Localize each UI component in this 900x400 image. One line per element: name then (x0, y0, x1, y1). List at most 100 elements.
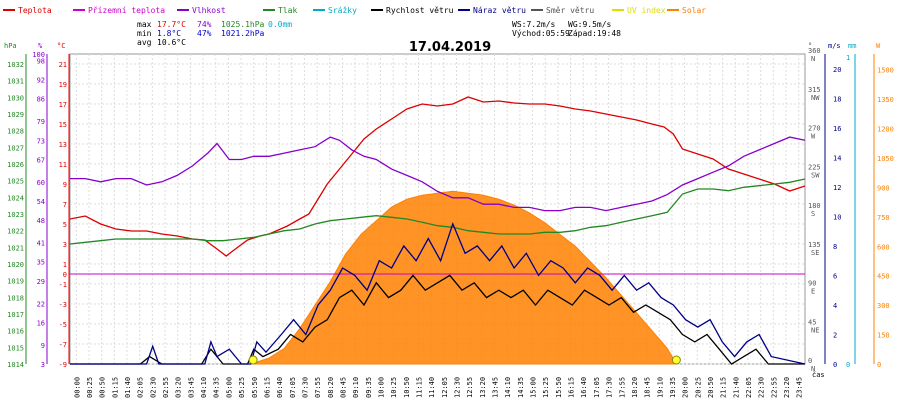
humidity-tick-8: 54 (37, 198, 45, 206)
x-tick-13: 05:25 (238, 377, 246, 398)
humidity-tick-0: 3 (41, 361, 45, 369)
wind-dir-label-1: NE (811, 326, 819, 334)
wind-tick-5: 10 (833, 213, 841, 221)
stat-sunrise: Východ:05:59 (512, 29, 570, 38)
solar-tick-6: 900 (877, 184, 890, 192)
solar-tick-8: 1200 (877, 126, 894, 134)
pressure-tick-7: 1021 (7, 244, 24, 252)
pressure-tick-10: 1024 (7, 194, 24, 202)
x-tick-20: 08:20 (327, 377, 335, 398)
x-tick-15: 06:15 (263, 377, 271, 398)
pressure-tick-5: 1019 (7, 278, 24, 286)
x-tick-29: 12:05 (441, 377, 449, 398)
humidity-tick-10: 67 (37, 156, 45, 164)
legend-label-9: Solar (682, 6, 706, 15)
temperature-tick-0: -9 (59, 361, 67, 369)
pressure-tick-16: 1030 (7, 94, 24, 102)
x-tick-55: 22:55 (770, 377, 778, 398)
x-tick-14: 05:50 (251, 377, 259, 398)
legend-label-0: Teplota (18, 6, 52, 15)
x-tick-8: 03:20 (175, 377, 183, 398)
x-tick-42: 17:30 (606, 377, 614, 398)
wind-tick-4: 8 (833, 243, 837, 251)
stat-min-hum: 47% (197, 29, 212, 38)
series-3 (70, 274, 805, 365)
solar-tick-2: 300 (877, 302, 890, 310)
x-tick-37: 15:25 (542, 377, 550, 398)
x-tick-43: 17:55 (618, 377, 626, 398)
x-tick-49: 20:25 (694, 377, 702, 398)
stat-max-rain: 0.0mm (268, 20, 292, 29)
pressure-tick-15: 1029 (7, 111, 24, 119)
rain-tick-1: 1 (846, 54, 850, 62)
series-2 (69, 178, 806, 245)
legend-label-7: Směr větru (546, 6, 594, 15)
temperature-tick-11: 11 (59, 161, 67, 169)
stats-block: max 17.7°C 74% 1025.1hPa 0.0mm min 1.8°C… (137, 20, 621, 47)
wind-dir-tick-8: 360 (808, 47, 821, 55)
solar-tick-7: 1050 (877, 155, 894, 163)
unit-hpa: hPa (4, 42, 17, 50)
humidity-tick-7: 48 (37, 217, 45, 225)
x-tick-57: 23:45 (796, 377, 804, 398)
legend-label-8: UV index (627, 6, 666, 15)
humidity-tick-13: 86 (37, 96, 45, 104)
legend-label-2: Vlhkost (192, 6, 226, 15)
unit-w: W (876, 42, 881, 50)
pressure-tick-3: 1017 (7, 311, 24, 319)
wind-dir-label-0: N (811, 365, 815, 373)
humidity-tick-3: 22 (37, 300, 45, 308)
humidity-tick-16: 100 (32, 51, 45, 59)
humidity-tick-2: 16 (37, 319, 45, 327)
x-tick-27: 11:15 (415, 377, 423, 398)
solar-tick-10: 1500 (877, 67, 894, 75)
x-tick-21: 08:45 (339, 377, 347, 398)
pressure-tick-12: 1026 (7, 161, 24, 169)
x-tick-32: 13:20 (479, 377, 487, 398)
sunrise-marker (248, 355, 258, 365)
series-solar (250, 190, 678, 365)
wind-tick-2: 4 (833, 302, 837, 310)
unit-ms: m/s (828, 42, 841, 50)
x-tick-28: 11:40 (428, 377, 436, 398)
legend-label-6: Náraz větru (473, 6, 526, 15)
x-tick-26: 10:50 (403, 377, 411, 398)
temperature-tick-4: -1 (59, 281, 67, 289)
humidity-tick-14: 92 (37, 77, 45, 85)
x-tick-36: 15:00 (530, 377, 538, 398)
wind-dir-label-7: NW (811, 94, 820, 102)
x-tick-19: 07:55 (314, 377, 322, 398)
x-tick-31: 12:55 (466, 377, 474, 398)
humidity-tick-9: 60 (37, 179, 45, 187)
temperature-tick-16: 21 (59, 61, 67, 69)
unit-deg: ° (808, 42, 812, 50)
wind-tick-7: 14 (833, 154, 841, 162)
wind-tick-6: 12 (833, 184, 841, 192)
humidity-tick-6: 41 (37, 240, 45, 248)
wind-tick-9: 18 (833, 95, 841, 103)
x-tick-22: 09:10 (352, 377, 360, 398)
unit-mm: mm (848, 42, 856, 50)
pressure-tick-13: 1027 (7, 144, 24, 152)
pressure-tick-4: 1018 (7, 294, 24, 302)
wind-dir-tick-7: 315 (808, 86, 821, 94)
temperature-tick-9: 7 (63, 201, 67, 209)
wind-dir-label-3: SE (811, 249, 819, 257)
temperature-tick-15: 19 (59, 81, 67, 89)
solar-tick-9: 1350 (877, 96, 894, 104)
temperature-tick-10: 9 (63, 181, 67, 189)
x-tick-12: 05:00 (225, 377, 233, 398)
pressure-tick-8: 1022 (7, 228, 24, 236)
solar-tick-4: 600 (877, 243, 890, 251)
wind-dir-tick-6: 270 (808, 125, 821, 133)
stat-max-press: 1025.1hPa (221, 20, 265, 29)
humidity-tick-15: 98 (37, 57, 45, 65)
temperature-tick-6: 1 (63, 261, 67, 269)
stat-min-temp: 1.8°C (157, 29, 181, 38)
stat-min-press: 1021.2hPa (221, 29, 265, 38)
stat-wg: WG:9.5m/s (568, 20, 612, 29)
x-tick-5: 02:05 (137, 377, 145, 398)
humidity-tick-1: 9 (41, 342, 45, 350)
x-tick-3: 01:15 (111, 377, 119, 398)
pressure-tick-18: 1032 (7, 61, 24, 69)
